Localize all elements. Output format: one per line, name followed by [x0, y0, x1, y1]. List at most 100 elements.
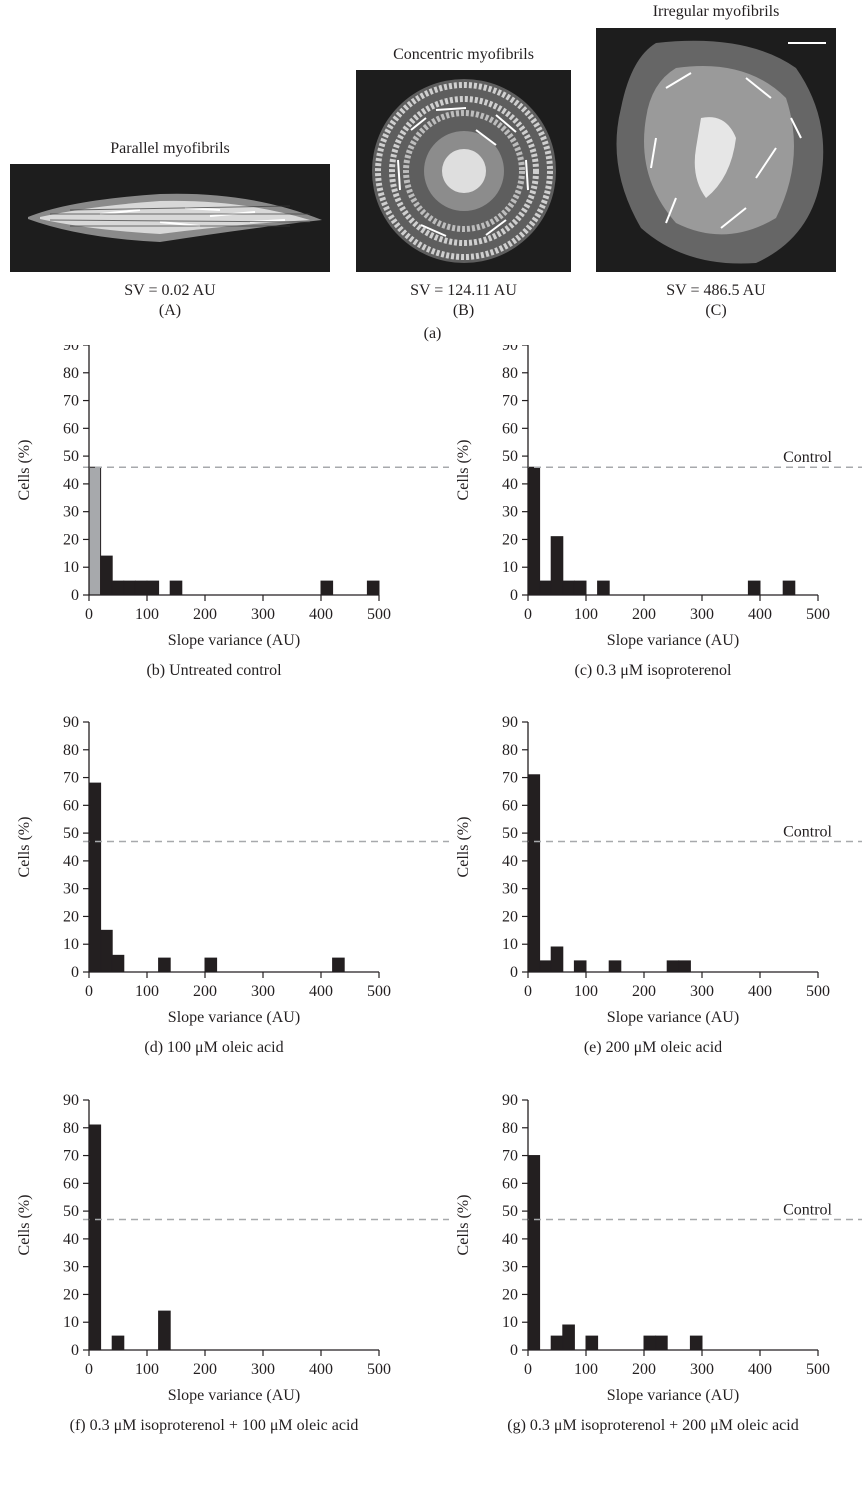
- x-tick-label-c-200: 200: [632, 606, 656, 623]
- bar-f-1: [111, 1335, 125, 1351]
- bar-e-4: [608, 960, 622, 973]
- y-tick-label-f-50: 50: [63, 1203, 79, 1220]
- y-tick-label-b-60: 60: [63, 420, 79, 437]
- bar-e-5: [666, 960, 680, 973]
- bar-g-1: [550, 1335, 564, 1351]
- y-tick-label-c-80: 80: [502, 365, 518, 382]
- y-tick-label-e-10: 10: [502, 936, 518, 953]
- x-tick-label-c-500: 500: [806, 606, 830, 623]
- x-tick-label-d-300: 300: [251, 983, 275, 1000]
- x-tick-label-b-500: 500: [367, 606, 391, 623]
- y-tick-label-e-50: 50: [502, 825, 518, 842]
- bar-c-4: [573, 580, 587, 596]
- bar-g-6: [689, 1335, 703, 1351]
- control-label-e: Control: [783, 823, 832, 840]
- panel-a-label: (a): [423, 325, 442, 342]
- y-tick-label-f-40: 40: [63, 1231, 79, 1248]
- y-tick-label-e-0: 0: [510, 964, 518, 981]
- x-axis-label-g: Slope variance (AU): [607, 1387, 739, 1404]
- bar-c-0: [527, 466, 541, 596]
- image-c-sv: SV = 486.5 AU: [666, 282, 766, 299]
- y-tick-label-d-90: 90: [63, 714, 79, 731]
- bar-c-5: [597, 580, 610, 596]
- bar-b-2: [111, 580, 125, 596]
- y-tick-label-g-60: 60: [502, 1175, 518, 1192]
- y-axis-label-f: Cells (%): [16, 1195, 33, 1256]
- bar-b-5: [146, 580, 160, 596]
- y-tick-label-e-70: 70: [502, 770, 518, 787]
- x-axis-label-c: Slope variance (AU): [607, 632, 739, 649]
- y-tick-label-f-70: 70: [63, 1148, 79, 1165]
- y-axis-label-g: Cells (%): [455, 1195, 472, 1256]
- x-tick-label-c-100: 100: [574, 606, 598, 623]
- y-tick-label-b-70: 70: [63, 393, 79, 410]
- x-tick-label-e-100: 100: [574, 983, 598, 1000]
- bar-b-4: [134, 580, 148, 596]
- y-tick-label-f-60: 60: [63, 1175, 79, 1192]
- x-tick-label-d-100: 100: [135, 983, 159, 1000]
- y-tick-label-g-90: 90: [502, 1092, 518, 1109]
- x-axis-label-b: Slope variance (AU): [168, 632, 300, 649]
- bar-b-0: [88, 466, 102, 596]
- x-tick-label-g-200: 200: [632, 1361, 656, 1378]
- bar-e-0: [527, 774, 541, 973]
- x-axis-label-e: Slope variance (AU): [607, 1009, 739, 1026]
- bar-g-0: [527, 1155, 541, 1351]
- micrograph-parallel: [10, 164, 330, 272]
- y-tick-label-b-30: 30: [63, 504, 79, 521]
- x-tick-label-f-0: 0: [85, 1361, 93, 1378]
- x-tick-label-b-0: 0: [85, 606, 93, 623]
- bar-f-2: [158, 1310, 171, 1351]
- y-tick-label-b-0: 0: [71, 587, 79, 604]
- image-b-title: Concentric myofibrils: [393, 46, 534, 63]
- x-tick-label-f-400: 400: [309, 1361, 333, 1378]
- image-c-sublabel: (C): [705, 302, 727, 319]
- y-tick-label-c-30: 30: [502, 504, 518, 521]
- y-axis-label-c: Cells (%): [455, 440, 472, 501]
- y-tick-label-e-20: 20: [502, 908, 518, 925]
- x-tick-label-e-300: 300: [690, 983, 714, 1000]
- y-tick-label-d-20: 20: [63, 908, 79, 925]
- y-tick-label-e-40: 40: [502, 853, 518, 870]
- x-tick-label-g-300: 300: [690, 1361, 714, 1378]
- y-tick-label-d-50: 50: [63, 825, 79, 842]
- y-tick-label-f-90: 90: [63, 1092, 79, 1109]
- bar-g-2: [562, 1324, 575, 1351]
- bar-g-3: [585, 1335, 599, 1351]
- micrograph-concentric: [356, 70, 571, 272]
- concentric-cell-image: [372, 79, 556, 263]
- y-tick-label-d-60: 60: [63, 797, 79, 814]
- bar-c-7: [782, 580, 796, 596]
- x-tick-label-g-0: 0: [524, 1361, 532, 1378]
- y-tick-label-f-20: 20: [63, 1286, 79, 1303]
- bar-b-8: [366, 580, 380, 596]
- bar-c-3: [562, 580, 575, 596]
- x-axis-label-f: Slope variance (AU): [168, 1387, 300, 1404]
- bar-e-1: [539, 960, 552, 973]
- bar-d-5: [332, 957, 345, 973]
- x-tick-label-g-100: 100: [574, 1361, 598, 1378]
- y-tick-label-c-0: 0: [510, 587, 518, 604]
- bar-b-6: [169, 580, 183, 596]
- x-tick-label-d-500: 500: [367, 983, 391, 1000]
- bar-e-2: [550, 946, 564, 973]
- bar-c-1: [539, 580, 552, 596]
- x-tick-label-g-500: 500: [806, 1361, 830, 1378]
- caption-b: (b) Untreated control: [146, 662, 282, 679]
- bar-b-7: [320, 580, 334, 596]
- bar-g-5: [655, 1335, 668, 1351]
- y-tick-label-b-90: 90: [63, 345, 79, 354]
- y-tick-label-g-50: 50: [502, 1203, 518, 1220]
- x-tick-label-b-100: 100: [135, 606, 159, 623]
- y-tick-label-g-30: 30: [502, 1259, 518, 1276]
- y-tick-label-d-80: 80: [63, 742, 79, 759]
- y-tick-label-g-40: 40: [502, 1231, 518, 1248]
- x-tick-label-d-400: 400: [309, 983, 333, 1000]
- bar-b-3: [123, 580, 136, 596]
- y-tick-label-f-0: 0: [71, 1342, 79, 1359]
- x-tick-label-e-400: 400: [748, 983, 772, 1000]
- irregular-cell-image: [616, 40, 826, 264]
- bar-g-4: [643, 1335, 657, 1351]
- bar-b-1: [100, 555, 113, 596]
